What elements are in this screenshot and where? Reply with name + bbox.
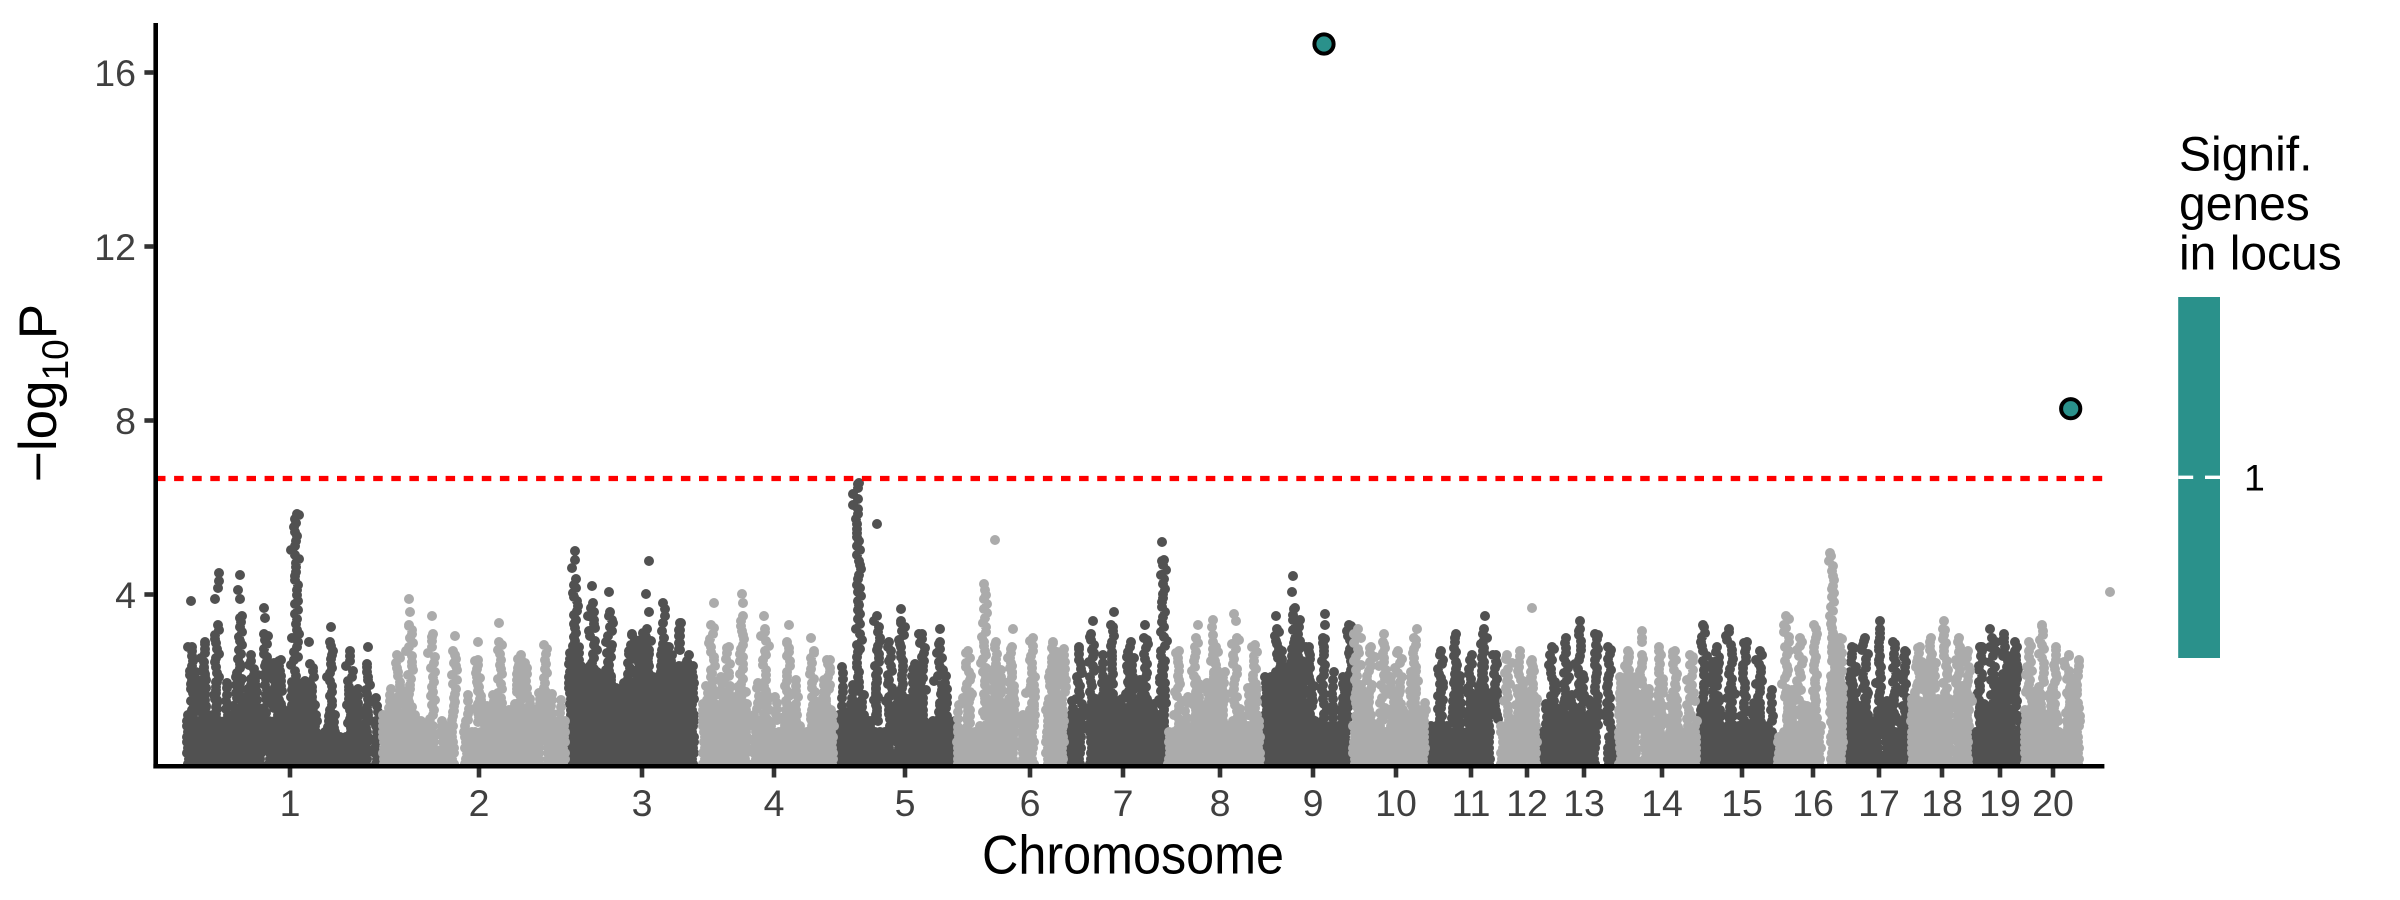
svg-text:19: 19	[1979, 782, 2021, 824]
svg-text:−log10P: −log10P	[9, 304, 76, 482]
svg-text:14: 14	[1641, 782, 1683, 824]
svg-text:genes: genes	[2179, 178, 2310, 231]
svg-text:20: 20	[2032, 782, 2074, 824]
svg-text:15: 15	[1721, 782, 1763, 824]
svg-text:12: 12	[1506, 782, 1548, 824]
svg-text:Signif.: Signif.	[2179, 129, 2312, 182]
svg-text:8: 8	[1210, 782, 1231, 824]
svg-text:4: 4	[764, 782, 785, 824]
svg-text:13: 13	[1563, 782, 1605, 824]
svg-text:18: 18	[1921, 782, 1963, 824]
svg-text:16: 16	[94, 52, 136, 94]
svg-text:11: 11	[1452, 782, 1491, 824]
svg-text:12: 12	[94, 226, 136, 268]
svg-text:7: 7	[1113, 782, 1134, 824]
svg-text:4: 4	[115, 574, 136, 616]
svg-text:6: 6	[1020, 782, 1041, 824]
svg-text:in locus: in locus	[2179, 228, 2342, 281]
svg-text:3: 3	[632, 782, 653, 824]
svg-text:1: 1	[280, 782, 301, 824]
svg-text:Chromosome: Chromosome	[982, 824, 1284, 886]
svg-text:10: 10	[1375, 782, 1417, 824]
svg-text:8: 8	[115, 400, 136, 442]
svg-text:1: 1	[2244, 457, 2265, 499]
svg-text:2: 2	[469, 782, 490, 824]
svg-text:17: 17	[1858, 782, 1900, 824]
svg-text:9: 9	[1303, 782, 1324, 824]
svg-text:5: 5	[895, 782, 916, 824]
svg-text:16: 16	[1792, 782, 1834, 824]
